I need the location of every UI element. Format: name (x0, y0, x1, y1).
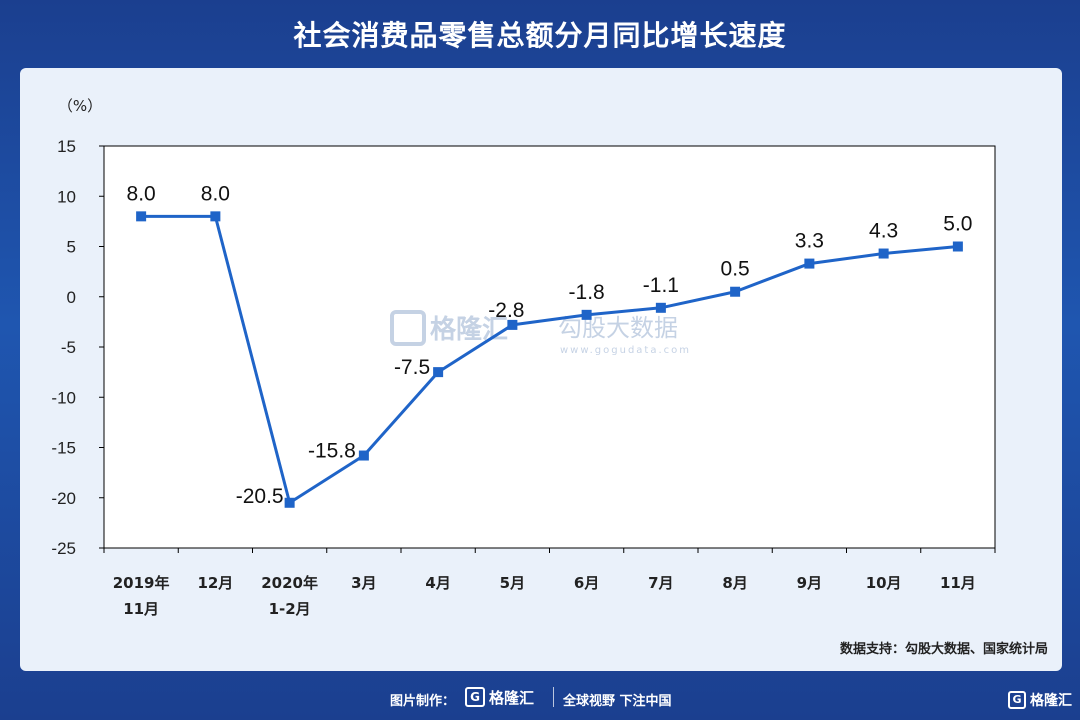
x-tick-label: 6月 (574, 574, 599, 592)
data-point (655, 302, 666, 313)
series-line (141, 214, 959, 505)
footer-brand: G 格隆汇 (465, 685, 547, 709)
plot-area (103, 145, 996, 549)
data-label: -2.8 (488, 299, 524, 322)
y-tick-label: 15 (57, 137, 76, 156)
data-label: 3.3 (795, 230, 824, 253)
corner-logo: G 格隆汇 (1008, 690, 1072, 710)
data-label: 0.5 (721, 258, 750, 281)
data-label: -15.8 (308, 440, 356, 463)
data-point (433, 367, 444, 378)
data-label: -7.5 (394, 356, 430, 379)
y-tick-label: -10 (51, 388, 76, 407)
x-tick-label: 10月 (866, 574, 902, 592)
data-label: 8.0 (201, 182, 230, 205)
data-point (210, 211, 221, 222)
footer: 图片制作： G 格隆汇 全球视野 下注中国 (0, 684, 1080, 714)
y-tick-label: -15 (51, 439, 76, 458)
watermark-brand2: 勾股大数据 (558, 314, 678, 342)
footer-slogan: 全球视野 下注中国 (563, 694, 672, 709)
source-note: 数据支持：勾股大数据、国家统计局 (839, 642, 1048, 657)
x-tick-label: 4月 (425, 574, 450, 592)
data-label: 4.3 (869, 220, 898, 243)
y-tick-label: -20 (51, 489, 76, 508)
chart-panel: （%） 15 10 5 0 -5 -10 -15 -20 -25 2019年 11月 12月 2020年 1… (20, 68, 1062, 671)
data-label: -1.1 (643, 274, 679, 297)
chart-title: 社会消费品零售总额分月同比增长速度 (293, 19, 787, 52)
x-tick-label: 2019年 (113, 574, 170, 592)
line-chart: （%） 15 10 5 0 -5 -10 -15 -20 -25 2019年 11月 12月 2020年 1… (51, 97, 996, 618)
data-point (358, 450, 369, 461)
data-point (507, 319, 518, 330)
data-label: -1.8 (569, 281, 605, 304)
footer-credit: 图片制作： (390, 694, 456, 709)
corner-logo-text: 格隆汇 (1030, 693, 1072, 709)
corner-logo-icon: G (1008, 691, 1026, 709)
x-tick-label: 2020年 (261, 574, 318, 592)
data-label: 5.0 (943, 213, 972, 236)
x-tick-label: 5月 (500, 574, 525, 592)
x-tick-label: 12月 (197, 574, 233, 592)
y-tick-label: -25 (51, 539, 76, 558)
watermark-brand: 格隆汇 (430, 314, 508, 345)
data-point (730, 286, 741, 297)
watermark-logo-icon (390, 310, 426, 346)
x-tick-label: 8月 (722, 574, 747, 592)
x-tick-label: 11月 (940, 574, 976, 592)
data-point (952, 241, 963, 252)
y-tick-label: 10 (57, 187, 76, 206)
watermark-url: www.gogudata.com (560, 345, 691, 356)
data-point (878, 248, 889, 259)
x-tick-label: 1-2月 (269, 600, 311, 618)
y-tick-label: -5 (61, 338, 76, 357)
data-point (581, 309, 592, 320)
data-point (284, 497, 295, 508)
x-tick-label: 9月 (797, 574, 822, 592)
x-tick-label: 11月 (123, 600, 159, 618)
watermark: 格隆汇 勾股大数据 www.gogudata.com (390, 310, 691, 356)
data-label: -20.5 (236, 485, 284, 508)
x-tick-label: 7月 (648, 574, 673, 592)
footer-divider (553, 687, 554, 707)
y-tick-label: 0 (67, 288, 76, 307)
gelonghui-logo-icon: G (465, 687, 485, 707)
data-label: 8.0 (127, 182, 156, 205)
data-point (136, 211, 147, 222)
data-point (804, 258, 815, 269)
y-axis-label: （%） (58, 97, 102, 115)
x-tick-label: 3月 (351, 574, 376, 592)
footer-brand-text: 格隆汇 (489, 688, 535, 707)
y-tick-label: 5 (67, 238, 76, 257)
